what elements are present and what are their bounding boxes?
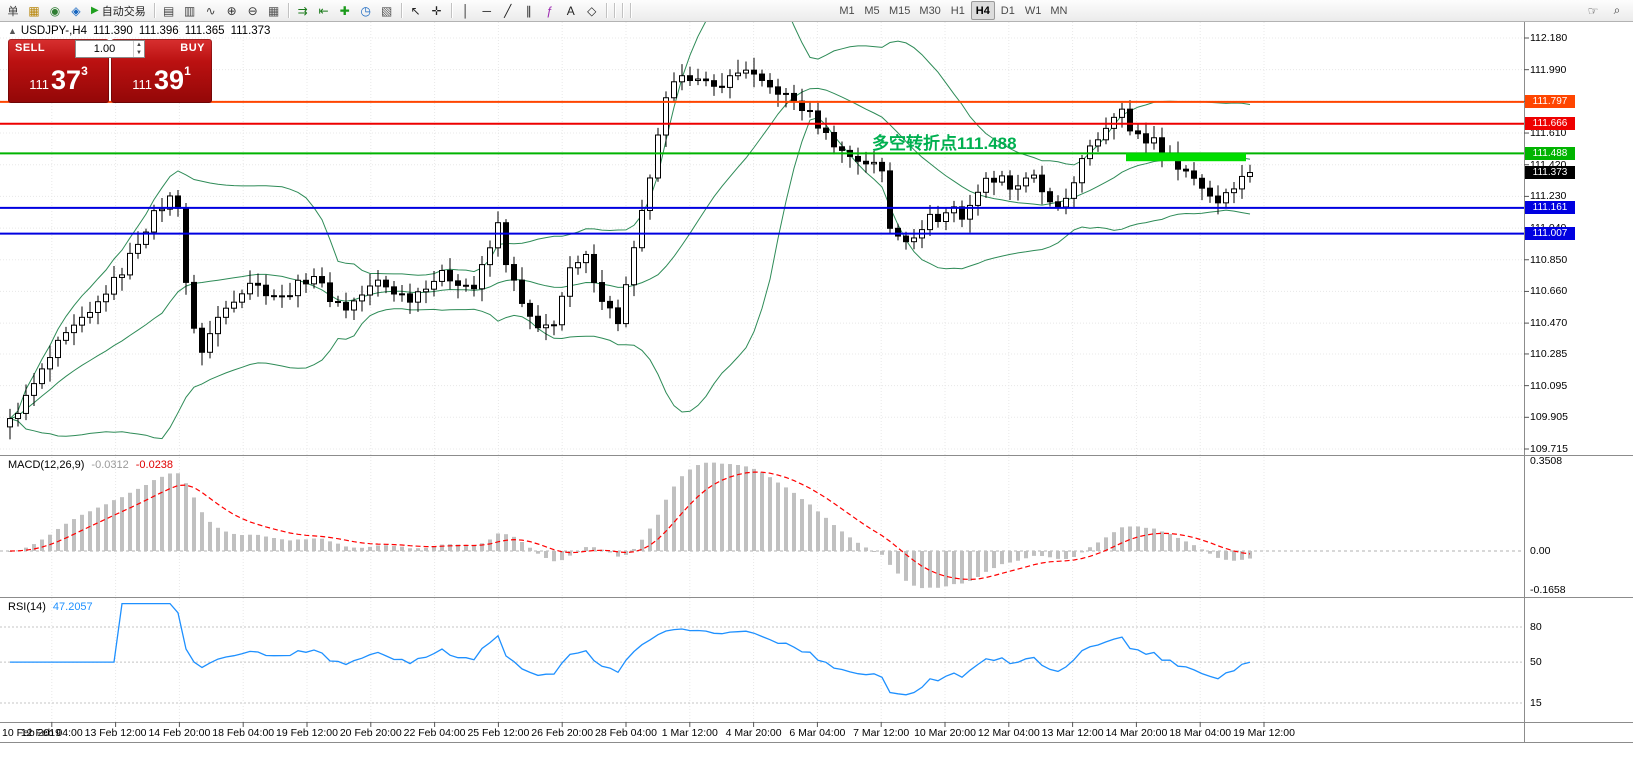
timeframe-button-M5[interactable]: M5 bbox=[864, 4, 880, 17]
volume-value: 1.00 bbox=[93, 43, 116, 55]
bollinger-bands bbox=[9, 22, 1251, 440]
trendline-icon[interactable]: ╱ bbox=[504, 3, 512, 18]
zoom-out-icon[interactable]: ⊖ bbox=[247, 3, 258, 18]
templates-icon[interactable]: ▧ bbox=[381, 3, 393, 18]
hand-cursor-icon[interactable]: ☞ bbox=[1587, 3, 1599, 18]
timeframe-button-H4[interactable]: H4 bbox=[970, 1, 995, 20]
navigator-icon[interactable]: ◈ bbox=[71, 3, 81, 18]
line-chart-icon[interactable]: ∿ bbox=[205, 3, 216, 18]
ohlc-low: 111.365 bbox=[184, 25, 225, 37]
chart-ohlc-header: ▲ USDJPY-,H4 111.390 111.396 111.365 111.373 bbox=[8, 25, 276, 37]
timeframe-button-W1[interactable]: W1 bbox=[1024, 4, 1042, 17]
horizontal-line-icon[interactable]: ─ bbox=[482, 3, 491, 18]
zoom-in-icon[interactable]: ⊕ bbox=[226, 3, 237, 18]
pivot-annotation-text[interactable]: 多空转折点111.488 bbox=[872, 134, 1017, 153]
macd-value-2: -0.0238 bbox=[135, 459, 174, 471]
timeframe-button-MN[interactable]: MN bbox=[1050, 4, 1068, 17]
timeframe-button-D1[interactable]: D1 bbox=[1000, 4, 1015, 17]
toolbar-separator: ☞ ⌕ bbox=[1583, 1, 1627, 20]
candlestick-series bbox=[7, 57, 1253, 440]
macd-signal-line bbox=[9, 471, 1251, 581]
grid bbox=[0, 22, 1524, 722]
candlestick-chart-icon[interactable]: ▥ bbox=[184, 3, 196, 18]
toolbar-separator bbox=[613, 3, 615, 18]
one-click-panel-toggle-icon[interactable]: ▲ bbox=[8, 26, 17, 36]
toolbar: 单 ▦ ◉ ◈ ▶ 自动交易 ▤ ▥ ∿ ⊕ ⊖ ▦ ⇉ ⇤ ✚ ◷ ▧ ↖ ✛ │ ─ ╱ ∥ ƒ A ◇ M1 M5 M15 M30 H… bbox=[0, 0, 1633, 22]
ohlc-close: 111.373 bbox=[230, 25, 271, 37]
timeframe-button-M15[interactable]: M15 bbox=[889, 4, 911, 17]
sell-price: 111373 bbox=[29, 64, 88, 95]
rsi-line bbox=[10, 602, 1251, 696]
toolbar-separator bbox=[629, 3, 631, 18]
cursor-icon[interactable]: ↖ bbox=[410, 3, 421, 18]
toolbar-separator bbox=[605, 3, 607, 18]
rsi-value: 47.2057 bbox=[52, 601, 93, 613]
autotrading-button[interactable]: ▶ 自动交易 bbox=[91, 5, 146, 18]
text-label-icon[interactable]: A bbox=[566, 3, 575, 18]
one-click-trading-panel: SELL 111373 BUY 111391 1.00 ▲ ▼ bbox=[8, 39, 212, 103]
ohlc-high: 111.396 bbox=[138, 25, 179, 37]
rsi-title: RSI(14) bbox=[8, 601, 46, 613]
shapes-icon[interactable]: ◇ bbox=[587, 3, 597, 18]
buy-label: BUY bbox=[180, 42, 205, 54]
auto-scroll-icon[interactable]: ⇉ bbox=[297, 3, 308, 18]
buy-price: 111391 bbox=[132, 64, 191, 95]
ohlc-open: 111.390 bbox=[92, 25, 133, 37]
new-chart-icon[interactable]: ✚ bbox=[339, 3, 350, 18]
macd-header: MACD(12,26,9) -0.0312 -0.0238 bbox=[8, 459, 180, 471]
period-icon[interactable]: ◷ bbox=[360, 3, 371, 18]
toolbar-separator: M1 M5 M15 M30 H1 H4 D1 W1 MN bbox=[835, 1, 1071, 20]
market-watch-icon[interactable]: ◉ bbox=[49, 3, 61, 18]
timeframe-button-H1[interactable]: H1 bbox=[950, 4, 965, 17]
macd-title: MACD(12,26,9) bbox=[8, 459, 85, 471]
macd-histogram bbox=[8, 462, 1252, 589]
symbol-period-label: USDJPY-,H4 bbox=[20, 25, 87, 37]
macd-value-1: -0.0312 bbox=[91, 459, 129, 471]
equidistant-channel-icon[interactable]: ∥ bbox=[525, 3, 532, 18]
volume-down-icon[interactable]: ▼ bbox=[136, 50, 142, 56]
fibonacci-icon[interactable]: ƒ bbox=[546, 3, 554, 18]
crosshair-icon[interactable]: ✛ bbox=[431, 3, 442, 18]
timeframe-button-M30[interactable]: M30 bbox=[919, 4, 941, 17]
volume-up-icon[interactable]: ▲ bbox=[136, 42, 142, 48]
rsi-header: RSI(14) 47.2057 bbox=[8, 601, 100, 613]
chart-shift-icon[interactable]: ⇤ bbox=[318, 3, 329, 18]
vertical-line-icon[interactable]: │ bbox=[461, 3, 470, 18]
volume-input[interactable]: 1.00 ▲ ▼ bbox=[75, 40, 145, 58]
new-order-button[interactable]: 单 bbox=[7, 5, 19, 18]
chart-window-icon[interactable]: ▦ bbox=[28, 3, 40, 18]
highlight-bar[interactable] bbox=[1126, 153, 1246, 162]
tile-windows-icon[interactable]: ▦ bbox=[268, 3, 280, 18]
timeframe-button-M1[interactable]: M1 bbox=[839, 4, 855, 17]
bar-chart-icon[interactable]: ▤ bbox=[163, 3, 175, 18]
magnifier-icon[interactable]: ⌕ bbox=[1613, 3, 1621, 17]
sell-label: SELL bbox=[15, 42, 46, 54]
volume-stepper[interactable]: ▲ ▼ bbox=[133, 41, 144, 57]
toolbar-separator bbox=[621, 3, 623, 18]
